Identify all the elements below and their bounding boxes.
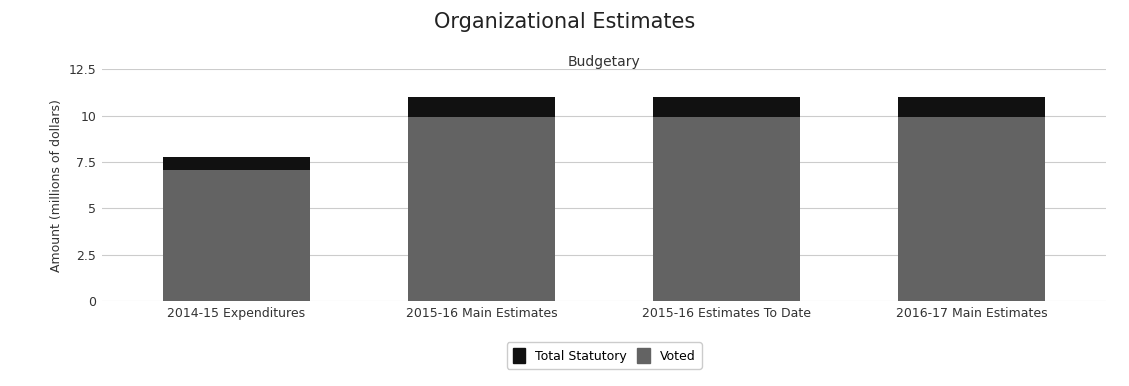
Bar [163,157,310,171]
Title: Budgetary: Budgetary [568,56,640,69]
Bar [653,117,800,301]
Bar [653,97,800,117]
Y-axis label: Amount (millions of dollars): Amount (millions of dollars) [50,99,63,272]
Bar [163,171,310,301]
Bar [898,117,1045,301]
Legend: Total Statutory, Voted: Total Statutory, Voted [507,342,701,369]
Bar [408,97,555,117]
Bar [408,117,555,301]
Bar [898,97,1045,117]
Text: Organizational Estimates: Organizational Estimates [434,12,695,32]
